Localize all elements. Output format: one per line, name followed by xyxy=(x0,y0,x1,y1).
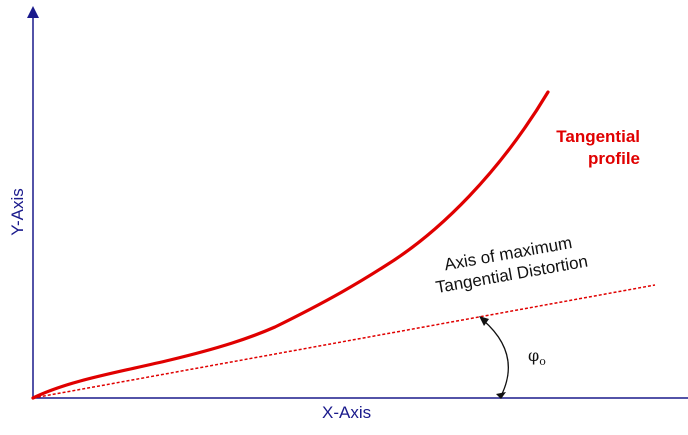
x-axis-label: X-Axis xyxy=(322,403,372,422)
angle-symbol: φ xyxy=(528,346,540,365)
profile-label-line1: Tangential xyxy=(556,127,640,146)
angle-arc-arrowhead-bottom xyxy=(496,392,506,399)
angle-arc-arrowhead-top xyxy=(479,316,489,326)
y-axis-label: Y-Axis xyxy=(7,188,27,236)
distortion-axis-line xyxy=(32,284,656,399)
tangential-profile-curve xyxy=(31,90,550,400)
profile-label: Tangential profile xyxy=(520,126,640,170)
angle-arc xyxy=(482,319,509,397)
profile-label-line2: profile xyxy=(588,149,640,168)
angle-subscript: o xyxy=(539,355,546,369)
y-axis-arrowhead xyxy=(27,6,39,18)
angle-label: φo xyxy=(528,346,546,368)
